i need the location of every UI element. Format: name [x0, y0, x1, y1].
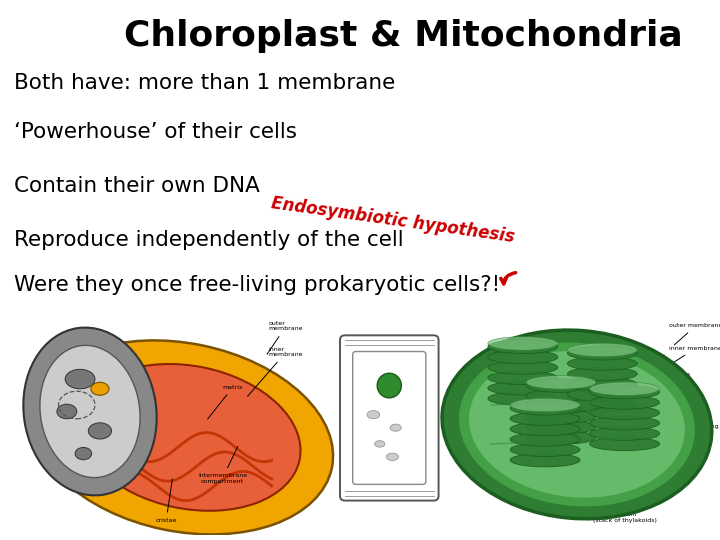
Ellipse shape — [510, 398, 580, 412]
Ellipse shape — [488, 336, 558, 350]
Ellipse shape — [567, 367, 637, 381]
Ellipse shape — [590, 437, 660, 451]
Ellipse shape — [510, 433, 580, 446]
Ellipse shape — [567, 398, 637, 412]
Ellipse shape — [66, 369, 95, 389]
FancyBboxPatch shape — [353, 352, 426, 484]
Ellipse shape — [590, 396, 660, 409]
Text: inner
membrane: inner membrane — [248, 347, 303, 396]
Text: intermembrane
compartment: intermembrane compartment — [198, 447, 247, 484]
Ellipse shape — [469, 351, 685, 498]
Ellipse shape — [374, 441, 384, 447]
Text: outer
membrane: outer membrane — [267, 321, 303, 354]
Ellipse shape — [526, 430, 596, 444]
Text: matrix: matrix — [207, 385, 243, 419]
Ellipse shape — [526, 389, 596, 403]
Ellipse shape — [526, 400, 596, 413]
Ellipse shape — [32, 340, 333, 535]
Ellipse shape — [442, 330, 712, 519]
Text: ‘Powerhouse’ of their cells: ‘Powerhouse’ of their cells — [14, 122, 297, 141]
Ellipse shape — [567, 388, 637, 401]
Ellipse shape — [488, 392, 558, 406]
Text: Reproduce independently of the cell: Reproduce independently of the cell — [14, 230, 404, 249]
Ellipse shape — [488, 361, 558, 374]
Text: inner membrane: inner membrane — [665, 346, 720, 368]
Ellipse shape — [390, 424, 401, 431]
Ellipse shape — [40, 346, 140, 477]
Ellipse shape — [23, 328, 157, 495]
Text: thylakoid: thylakoid — [652, 398, 698, 414]
Ellipse shape — [526, 379, 596, 393]
Ellipse shape — [510, 453, 580, 467]
Text: Were they once free-living prokaryotic cells?!: Were they once free-living prokaryotic c… — [14, 275, 500, 295]
Ellipse shape — [526, 420, 596, 434]
Text: granum
(stack of thylakoids): granum (stack of thylakoids) — [593, 485, 657, 523]
FancyBboxPatch shape — [340, 335, 438, 501]
Ellipse shape — [590, 427, 660, 440]
Ellipse shape — [567, 357, 637, 370]
Text: Contain their own DNA: Contain their own DNA — [14, 176, 260, 195]
Ellipse shape — [488, 350, 558, 364]
Ellipse shape — [590, 382, 660, 396]
Text: channel
interconnecting
thylakoids: channel interconnecting thylakoids — [659, 418, 719, 443]
Ellipse shape — [91, 382, 109, 395]
Ellipse shape — [567, 343, 637, 357]
Ellipse shape — [590, 385, 660, 399]
Ellipse shape — [488, 340, 558, 354]
Ellipse shape — [488, 371, 558, 384]
Text: stroma: stroma — [659, 372, 691, 394]
Ellipse shape — [78, 364, 300, 511]
Text: outer membrane: outer membrane — [669, 323, 720, 345]
Ellipse shape — [567, 377, 637, 391]
Text: cristae: cristae — [156, 479, 177, 523]
Ellipse shape — [510, 401, 580, 415]
Ellipse shape — [526, 410, 596, 423]
Ellipse shape — [488, 381, 558, 395]
Ellipse shape — [458, 341, 696, 508]
Ellipse shape — [590, 416, 660, 430]
Ellipse shape — [510, 443, 580, 456]
Ellipse shape — [590, 406, 660, 420]
Ellipse shape — [367, 410, 379, 419]
Circle shape — [377, 373, 401, 398]
Text: Chloroplast & Mitochondria: Chloroplast & Mitochondria — [124, 19, 683, 53]
Ellipse shape — [75, 448, 91, 460]
Ellipse shape — [89, 423, 112, 439]
Text: Both have: more than 1 membrane: Both have: more than 1 membrane — [14, 73, 396, 93]
Ellipse shape — [526, 375, 596, 389]
Ellipse shape — [57, 404, 77, 419]
Ellipse shape — [510, 422, 580, 436]
Ellipse shape — [510, 412, 580, 426]
Ellipse shape — [387, 453, 398, 461]
Ellipse shape — [567, 346, 637, 360]
Text: Endosymbiotic hypothesis: Endosymbiotic hypothesis — [270, 194, 516, 246]
